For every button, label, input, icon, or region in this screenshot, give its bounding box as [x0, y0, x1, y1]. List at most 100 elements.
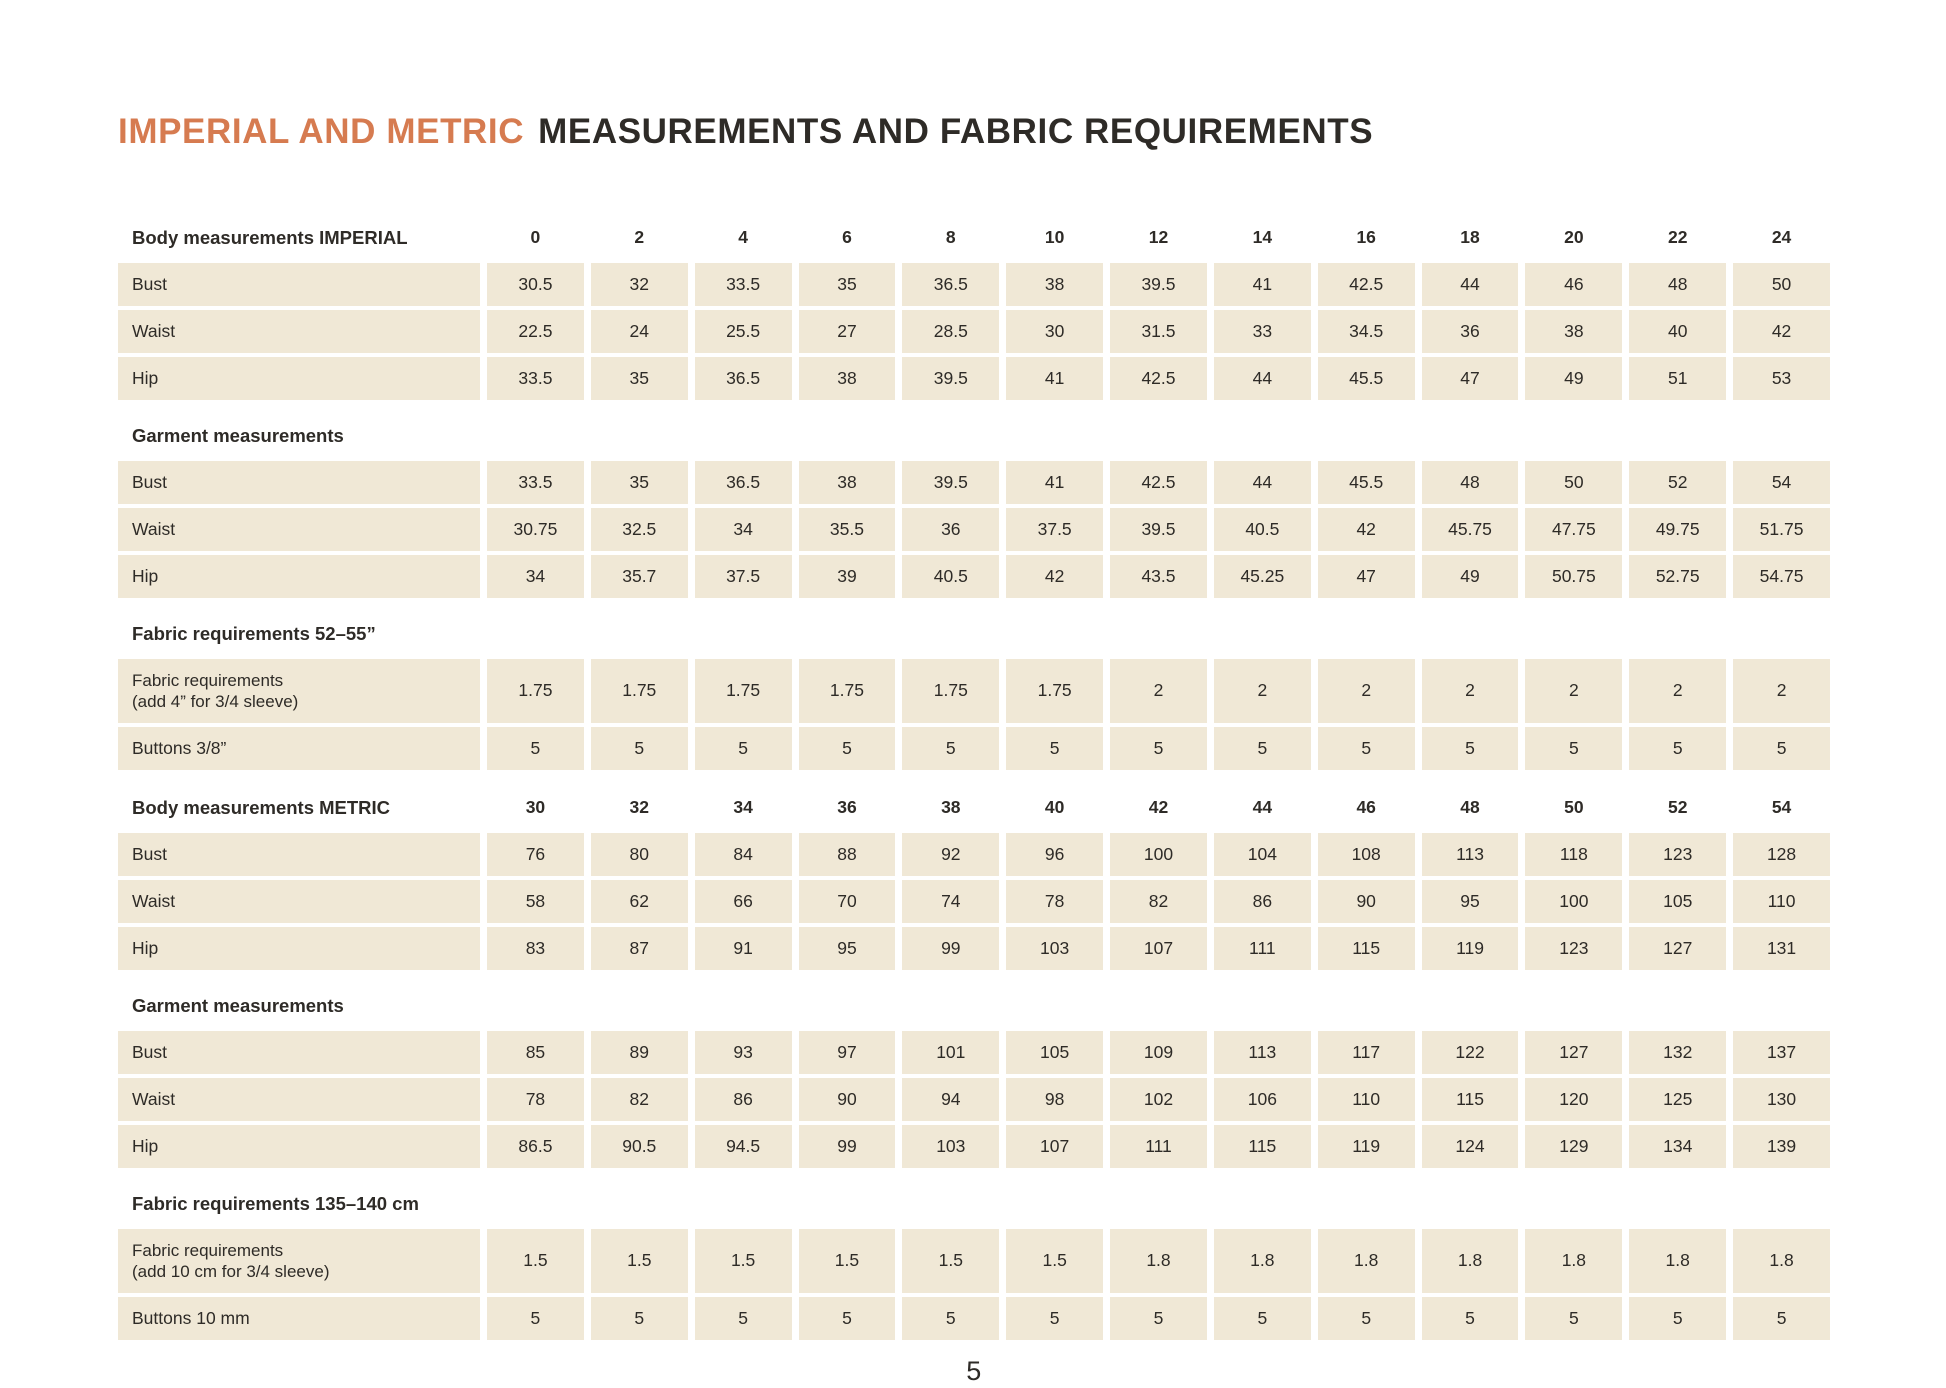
- measurement-value-cell: 1.5: [798, 1229, 896, 1293]
- section-label-cell: Body measurements METRIC: [118, 796, 480, 820]
- table-row: Garment measurements: [118, 994, 1830, 1018]
- measurement-value-cell: 96: [1006, 833, 1104, 876]
- measurement-value-cell: 47: [1421, 357, 1519, 400]
- measurement-value-cell: 5: [1317, 1297, 1415, 1340]
- size-header-cell: 22: [1667, 227, 1688, 248]
- measurement-value-cell: 131: [1733, 927, 1830, 970]
- measurement-value-cell: 54: [1733, 461, 1830, 504]
- row-label-text: Bust: [132, 273, 168, 294]
- measurement-value-cell: 82: [1110, 880, 1207, 923]
- row-label-text: Garment measurements: [132, 995, 344, 1017]
- measurement-value-cell: 124: [1421, 1125, 1519, 1168]
- measurement-value-cell: 5: [487, 727, 584, 770]
- measurement-value-cell: 58: [487, 880, 584, 923]
- size-header-cell: 18: [1460, 227, 1480, 248]
- measurement-value-cell: 41: [1006, 461, 1104, 504]
- measurement-value-cell: 32.5: [590, 508, 688, 551]
- measurement-value-cell: 36.5: [694, 461, 792, 504]
- row-label-cell: Bust: [118, 461, 480, 504]
- table-row: Garment measurements: [118, 424, 1830, 448]
- measurement-value-cell: 49.75: [1629, 508, 1727, 551]
- measurement-value-cell: 35.5: [798, 508, 896, 551]
- measurement-value-cell: 89: [590, 1031, 688, 1074]
- measurement-value-cell: 40.5: [902, 555, 1000, 598]
- measurement-value-cell: 48: [1421, 461, 1519, 504]
- measurement-value-cell: 43.5: [1110, 555, 1207, 598]
- measurement-value-cell: 86: [1213, 880, 1311, 923]
- measurement-value-cell: 76: [487, 833, 584, 876]
- size-header-cell: 20: [1564, 227, 1584, 248]
- measurement-value-cell: 93: [694, 1031, 792, 1074]
- measurement-value-cell: 1.8: [1733, 1229, 1830, 1293]
- measurement-value-cell: 5: [1525, 1297, 1623, 1340]
- table-row: Hip 83 87 91 95 99 103 107 111 115 119 123 127 131: [118, 927, 1830, 970]
- measurement-value-cell: 52: [1629, 461, 1727, 504]
- row-label-text: Bust: [132, 471, 168, 492]
- measurement-value-cell: 2: [1629, 659, 1727, 723]
- size-header-cell: 6: [842, 227, 852, 248]
- page-title: IMPERIAL AND METRIC MEASUREMENTS AND FABR…: [118, 112, 1830, 152]
- measurement-value-cell: 30: [1006, 310, 1104, 353]
- measurement-value-cell: 42.5: [1110, 461, 1207, 504]
- measurement-value-cell: 105: [1629, 880, 1727, 923]
- measurement-value-cell: 5: [1525, 727, 1623, 770]
- measurement-value-cell: 5: [1733, 727, 1830, 770]
- measurement-value-cell: 5: [902, 1297, 1000, 1340]
- measurement-value-cell: 42: [1006, 555, 1104, 598]
- measurement-value-cell: 1.8: [1213, 1229, 1311, 1293]
- measurement-value-cell: 85: [487, 1031, 584, 1074]
- measurement-value-cell: 34.5: [1317, 310, 1415, 353]
- measurement-value-cell: 95: [1421, 880, 1519, 923]
- measurement-value-cell: 94: [902, 1078, 1000, 1121]
- measurement-value-cell: 104: [1213, 833, 1311, 876]
- row-label-cell: Hip: [118, 555, 480, 598]
- row-sublabel-text: (add 10 cm for 3/4 sleeve): [132, 1262, 330, 1281]
- row-label-text: Waist: [132, 1088, 176, 1109]
- measurement-value-cell: 113: [1213, 1031, 1311, 1074]
- row-label-text: Fabric requirements 52–55”: [132, 623, 376, 645]
- measurement-value-cell: 41: [1213, 263, 1311, 306]
- page-title-accent: IMPERIAL AND METRIC: [118, 112, 525, 151]
- size-header-cell: 52: [1667, 797, 1688, 818]
- size-header-cell: 14: [1252, 227, 1273, 248]
- measurement-value-cell: 45.75: [1421, 508, 1519, 551]
- size-header-cell: 24: [1771, 227, 1792, 248]
- table-row: Waist 58 62 66 70 74 78 82 86 90 95 100 105 110: [118, 880, 1830, 923]
- table-row: Bust 30.5 32 33.5 35 36.5 38 39.5 41 42.5 44 46 48 50: [118, 263, 1830, 306]
- size-header-cell: 4: [738, 227, 748, 248]
- measurement-value-cell: 90: [1317, 880, 1415, 923]
- measurement-value-cell: 33.5: [694, 263, 792, 306]
- measurement-value-cell: 78: [1006, 880, 1104, 923]
- measurement-value-cell: 98: [1006, 1078, 1104, 1121]
- row-label-text: Hip: [132, 367, 159, 388]
- measurement-value-cell: 1.75: [902, 659, 1000, 723]
- measurement-value-cell: 42.5: [1317, 263, 1415, 306]
- measurement-value-cell: 107: [1006, 1125, 1104, 1168]
- measurement-value-cell: 36.5: [902, 263, 1000, 306]
- measurement-value-cell: 36: [902, 508, 1000, 551]
- measurement-value-cell: 44: [1421, 263, 1519, 306]
- measurement-value-cell: 31.5: [1110, 310, 1207, 353]
- measurement-value-cell: 1.75: [798, 659, 896, 723]
- row-label-cell: Waist: [118, 1078, 480, 1121]
- table-row: Hip 34 35.7 37.5 39 40.5 42 43.5 45.25 47 49 50.75 5…: [118, 555, 1830, 598]
- measurement-value-cell: 115: [1317, 927, 1415, 970]
- measurement-value-cell: 1.5: [590, 1229, 688, 1293]
- measurement-value-cell: 40.5: [1213, 508, 1311, 551]
- row-label-cell: Waist: [118, 310, 480, 353]
- measurement-value-cell: 33.5: [487, 357, 584, 400]
- measurement-value-cell: 5: [1006, 1297, 1104, 1340]
- measurement-value-cell: 87: [590, 927, 688, 970]
- measurement-value-cell: 30.5: [487, 263, 584, 306]
- measurement-value-cell: 5: [487, 1297, 584, 1340]
- table-row: Waist 78 82 86 90 94 98 102 106 110 115 120 125 130: [118, 1078, 1830, 1121]
- measurement-value-cell: 102: [1110, 1078, 1207, 1121]
- measurement-value-cell: 1.8: [1421, 1229, 1519, 1293]
- measurement-value-cell: 117: [1317, 1031, 1415, 1074]
- measurement-value-cell: 45.25: [1213, 555, 1311, 598]
- measurement-value-cell: 99: [798, 1125, 896, 1168]
- measurement-value-cell: 1.75: [487, 659, 584, 723]
- measurement-value-cell: 120: [1525, 1078, 1623, 1121]
- measurement-value-cell: 34: [487, 555, 584, 598]
- measurement-value-cell: 86.5: [487, 1125, 584, 1168]
